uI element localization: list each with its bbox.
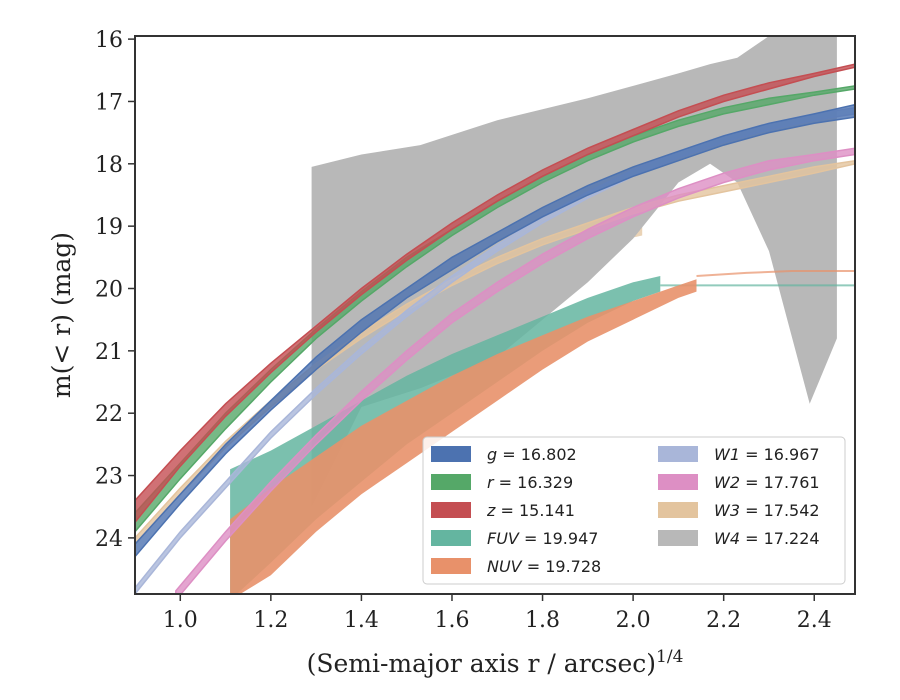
y-tick-label: 17 (95, 90, 123, 115)
x-axis: 1.0 1.2 1.4 1.6 1.8 2.0 2.2 2.4 (163, 594, 832, 633)
legend-swatch-z (431, 502, 471, 518)
y-tick-label: 22 (95, 402, 123, 427)
series-w2-curve (175, 147, 855, 594)
y-axis: 16 17 18 19 20 21 22 23 24 (95, 28, 135, 552)
legend: g = 16.802 r = 16.329 z = 15.141 FUV = 19.9… (422, 436, 846, 585)
x-axis-title: (Semi-major axis r / arcsec)1/4 (307, 647, 684, 678)
x-tick-label: 2.2 (706, 608, 741, 633)
legend-label-r: r = 16.329 (487, 473, 573, 492)
x-tick-label: 2.4 (797, 608, 832, 633)
legend-label-w2: W2 = 17.761 (714, 473, 820, 492)
legend-swatch-w4 (658, 530, 698, 546)
legend-swatch-g (431, 446, 471, 462)
y-tick-label: 18 (95, 153, 123, 178)
legend-swatch-w3 (658, 502, 698, 518)
x-tick-label: 1.8 (525, 608, 560, 633)
legend-label-fuv: FUV = 19.947 (487, 529, 598, 548)
y-axis-title: m(< r) (mag) (47, 232, 76, 398)
plot-frame (134, 35, 856, 595)
legend-swatch-w1 (658, 446, 698, 462)
legend-swatch-w2 (658, 474, 698, 490)
y-tick-label: 21 (95, 340, 123, 365)
series-w4-band (311, 36, 837, 507)
y-tick-label: 24 (95, 527, 123, 552)
legend-swatch-r (431, 474, 471, 490)
series-nuv-band (230, 279, 697, 594)
data-layer (135, 36, 855, 594)
legend-label-w3: W3 = 17.542 (714, 501, 820, 520)
y-tick-label: 23 (95, 465, 123, 490)
legend-label-nuv: NUV = 19.728 (487, 557, 601, 576)
series-w1-curve (135, 106, 855, 594)
series-nuv-tail (696, 270, 855, 277)
series-w3-curve (135, 159, 855, 546)
legend-label-w4: W4 = 17.224 (714, 529, 820, 548)
legend-label-w1: W1 = 16.967 (714, 445, 820, 464)
y-tick-label: 19 (95, 215, 123, 240)
legend-swatch-nuv (431, 558, 471, 574)
x-tick-label: 1.4 (344, 608, 379, 633)
y-tick-label: 20 (95, 278, 123, 303)
x-axis-exponent: 1/4 (656, 647, 683, 667)
legend-box (422, 436, 846, 585)
x-tick-label: 2.0 (616, 608, 651, 633)
x-tick-label: 1.0 (163, 608, 198, 633)
legend-label-g: g = 16.802 (487, 445, 577, 464)
series-g-curve (135, 103, 855, 558)
x-tick-label: 1.6 (434, 608, 469, 633)
legend-swatch-fuv (431, 530, 471, 546)
series-z-curve (135, 63, 855, 524)
x-tick-label: 1.2 (253, 608, 288, 633)
y-tick-label: 16 (95, 28, 123, 53)
legend-label-z: z = 15.141 (486, 501, 575, 520)
